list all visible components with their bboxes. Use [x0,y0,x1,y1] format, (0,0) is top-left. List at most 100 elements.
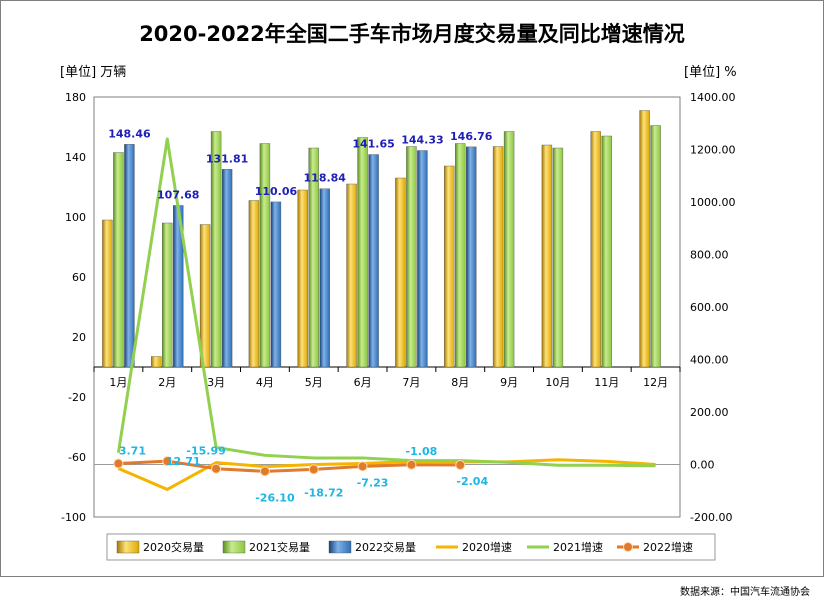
category-label: 9月 [500,376,518,389]
right-tick-label: 1400.00 [690,91,736,104]
category-label: 12月 [643,376,668,389]
right-tick-label: 400.00 [690,354,729,367]
bar [297,189,308,368]
right-tick-label: 600.00 [690,301,729,314]
left-tick-label: 180 [65,91,86,104]
legend-label: 2020增速 [462,540,512,554]
bar [162,222,173,368]
legend-marker [623,542,633,552]
bar [417,150,428,368]
left-tick-label: 140 [65,151,86,164]
line-data-label: -2.04 [456,475,488,488]
bar-data-label: 110.06 [255,185,298,198]
bar [466,146,477,368]
bar [650,125,661,368]
right-tick-label: -200.00 [690,511,732,524]
right-tick-label: 0.00 [690,459,715,472]
axes: 180 140 100 60 20 -20 -60 -100 1400.00 1200.00 100… [61,91,735,524]
category-label: 1月 [109,376,127,389]
category-label: 10月 [545,376,570,389]
line-data-label: -15.99 [186,445,225,458]
chart-title: 2020-2022年全国二手车市场月度交易量及同比增速情况 [139,22,685,46]
data-labels: 148.46 107.68 131.81 110.06 118.84 141.65 144.… [108,127,493,504]
bar [541,144,553,368]
left-tick-label: -60 [68,451,86,464]
legend-swatch [222,540,246,554]
line-marker [308,464,319,475]
bar [151,356,162,368]
lines [113,137,656,491]
bar-data-label: 118.84 [304,172,347,185]
line-data-label: 12.71 [166,455,201,468]
line-marker [259,466,270,477]
bar [308,147,319,368]
bar [346,183,357,368]
bar [395,177,406,368]
right-axis-unit: [单位] % [684,65,737,80]
bar-data-label: 107.68 [157,188,199,201]
category-label: 2月 [158,376,176,389]
bar [259,143,271,368]
bar-data-label: 141.65 [352,138,394,151]
bar [319,188,330,368]
line-data-label: -7.23 [357,476,389,489]
bar [210,131,222,368]
line-marker [211,463,222,474]
bar [455,143,466,368]
bar-data-label: 148.46 [108,127,151,140]
left-tick-label: -100 [61,511,86,524]
line-marker [406,459,417,470]
category-label: 7月 [402,376,420,389]
line-marker [162,456,173,467]
bar [444,165,455,368]
legend-label: 2020交易量 [143,540,204,554]
legend-swatch [116,540,140,554]
line-marker [113,458,124,469]
bar [492,146,504,368]
bar [590,131,601,368]
bar-data-label: 146.76 [450,130,493,143]
bar [199,224,211,368]
category-label: 6月 [354,376,372,389]
right-tick-label: 800.00 [690,249,729,262]
bar [270,201,282,368]
line-data-label: -26.10 [255,491,295,504]
plot-area [93,96,681,518]
bar [406,146,417,368]
left-tick-label: 20 [72,331,86,344]
line-data-label: -18.72 [304,486,343,499]
left-tick-label: 60 [72,271,86,284]
category-label: 11月 [594,376,619,389]
right-tick-label: 1000.00 [690,196,736,209]
legend-swatch [328,540,352,554]
bar [639,110,650,368]
source-note: 数据来源：中国汽车流通协会 [680,587,810,598]
legend-label: 2021增速 [553,540,603,554]
line-marker [357,461,368,472]
bar [601,135,612,368]
bars [102,110,661,368]
left-tick-label: 100 [65,211,86,224]
bar-data-label: 131.81 [206,152,248,165]
series-line [116,137,656,468]
bar-data-label: 144.33 [401,134,443,147]
legend-label: 2021交易量 [249,540,310,554]
bar [357,137,368,368]
series-line [118,459,461,473]
bar [248,200,260,368]
left-axis-unit: [单位] 万辆 [60,65,127,80]
category-label: 8月 [451,376,469,389]
category-label: 5月 [305,376,323,389]
right-tick-label: 1200.00 [690,144,736,157]
legend: 2020交易量 2021交易量 2022交易量 2020增速 2021增速 2022增速 [106,533,716,561]
legend-label: 2022增速 [643,540,693,554]
bar [113,152,124,368]
bar [221,169,233,368]
bar [102,219,113,368]
right-tick-label: 200.00 [690,406,729,419]
line-data-label: -1.08 [406,445,438,458]
bar [503,131,515,368]
line-data-label: 3.71 [119,445,146,458]
bar [124,144,135,368]
left-tick-label: -20 [68,391,86,404]
